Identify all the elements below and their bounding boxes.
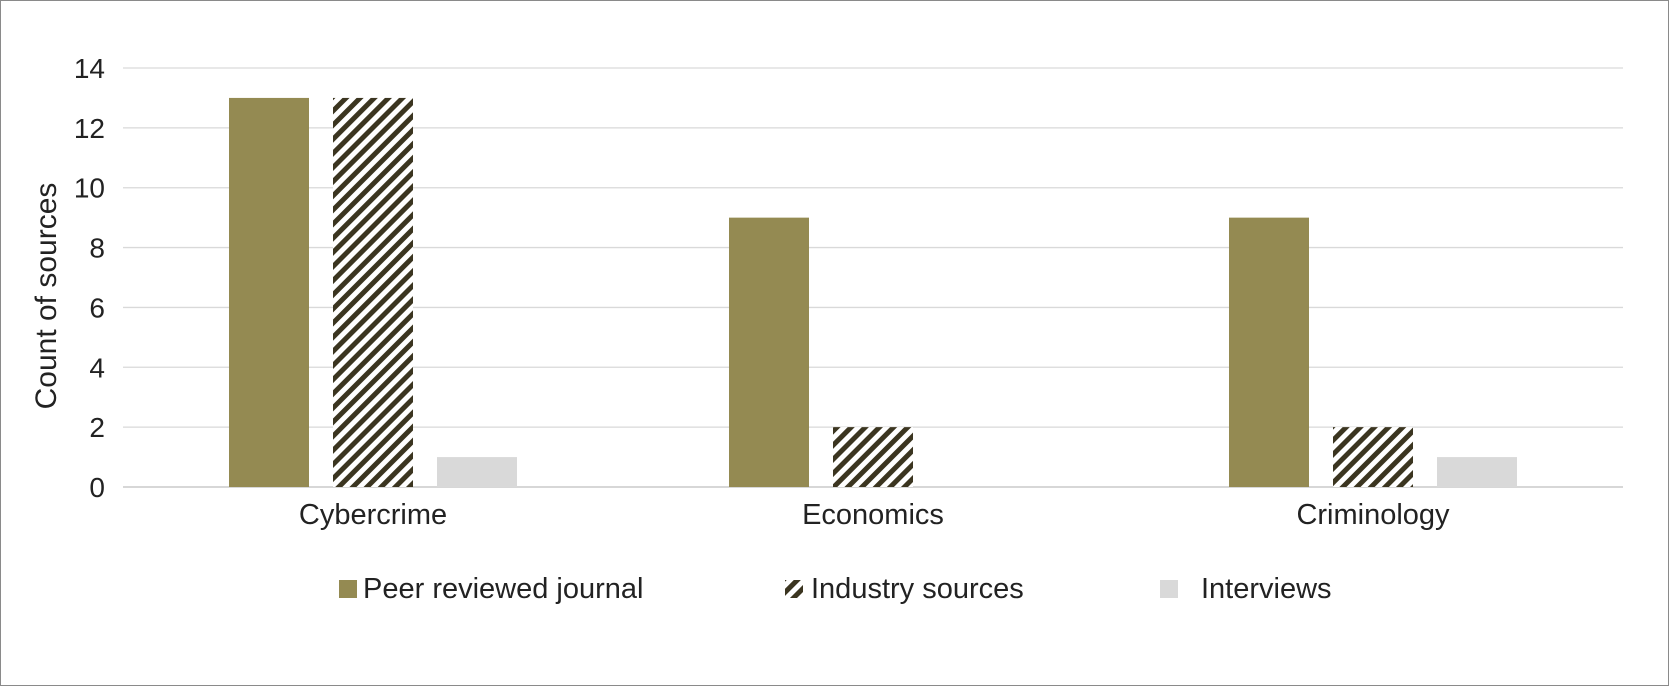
y-tick-labels: 0 2 4 6 8 10 12 14 [74,53,105,503]
legend-swatch [1160,580,1178,598]
legend-label: Peer reviewed journal [363,573,643,605]
y-tick-label: 14 [74,53,105,84]
bar [1229,217,1309,487]
bar [729,217,809,487]
y-tick-label: 4 [89,352,105,383]
y-axis-title: Count of sources [30,183,63,410]
x-tick-label: Cybercrime [299,499,447,531]
y-tick-label: 10 [74,173,105,204]
y-tick-label: 6 [89,292,105,323]
legend-swatch [785,580,803,598]
legend-label: Interviews [1201,573,1332,605]
bar [229,97,309,487]
y-tick-label: 12 [74,113,105,144]
y-tick-label: 2 [89,412,105,443]
y-tick-label: 8 [89,233,105,264]
bar [1333,427,1413,487]
bar [437,457,517,487]
x-tick-labels: Cybercrime Economics Criminology [299,499,1450,531]
legend: Peer reviewed journal Industry sources Int… [339,573,1332,605]
bar [333,97,413,487]
bars [229,97,1517,487]
bar [1437,457,1517,487]
legend-label: Industry sources [811,573,1024,605]
x-tick-label: Criminology [1296,499,1450,531]
y-tick-label: 0 [89,472,105,503]
bar [833,427,913,487]
x-tick-label: Economics [802,499,944,531]
legend-swatch [339,580,357,598]
